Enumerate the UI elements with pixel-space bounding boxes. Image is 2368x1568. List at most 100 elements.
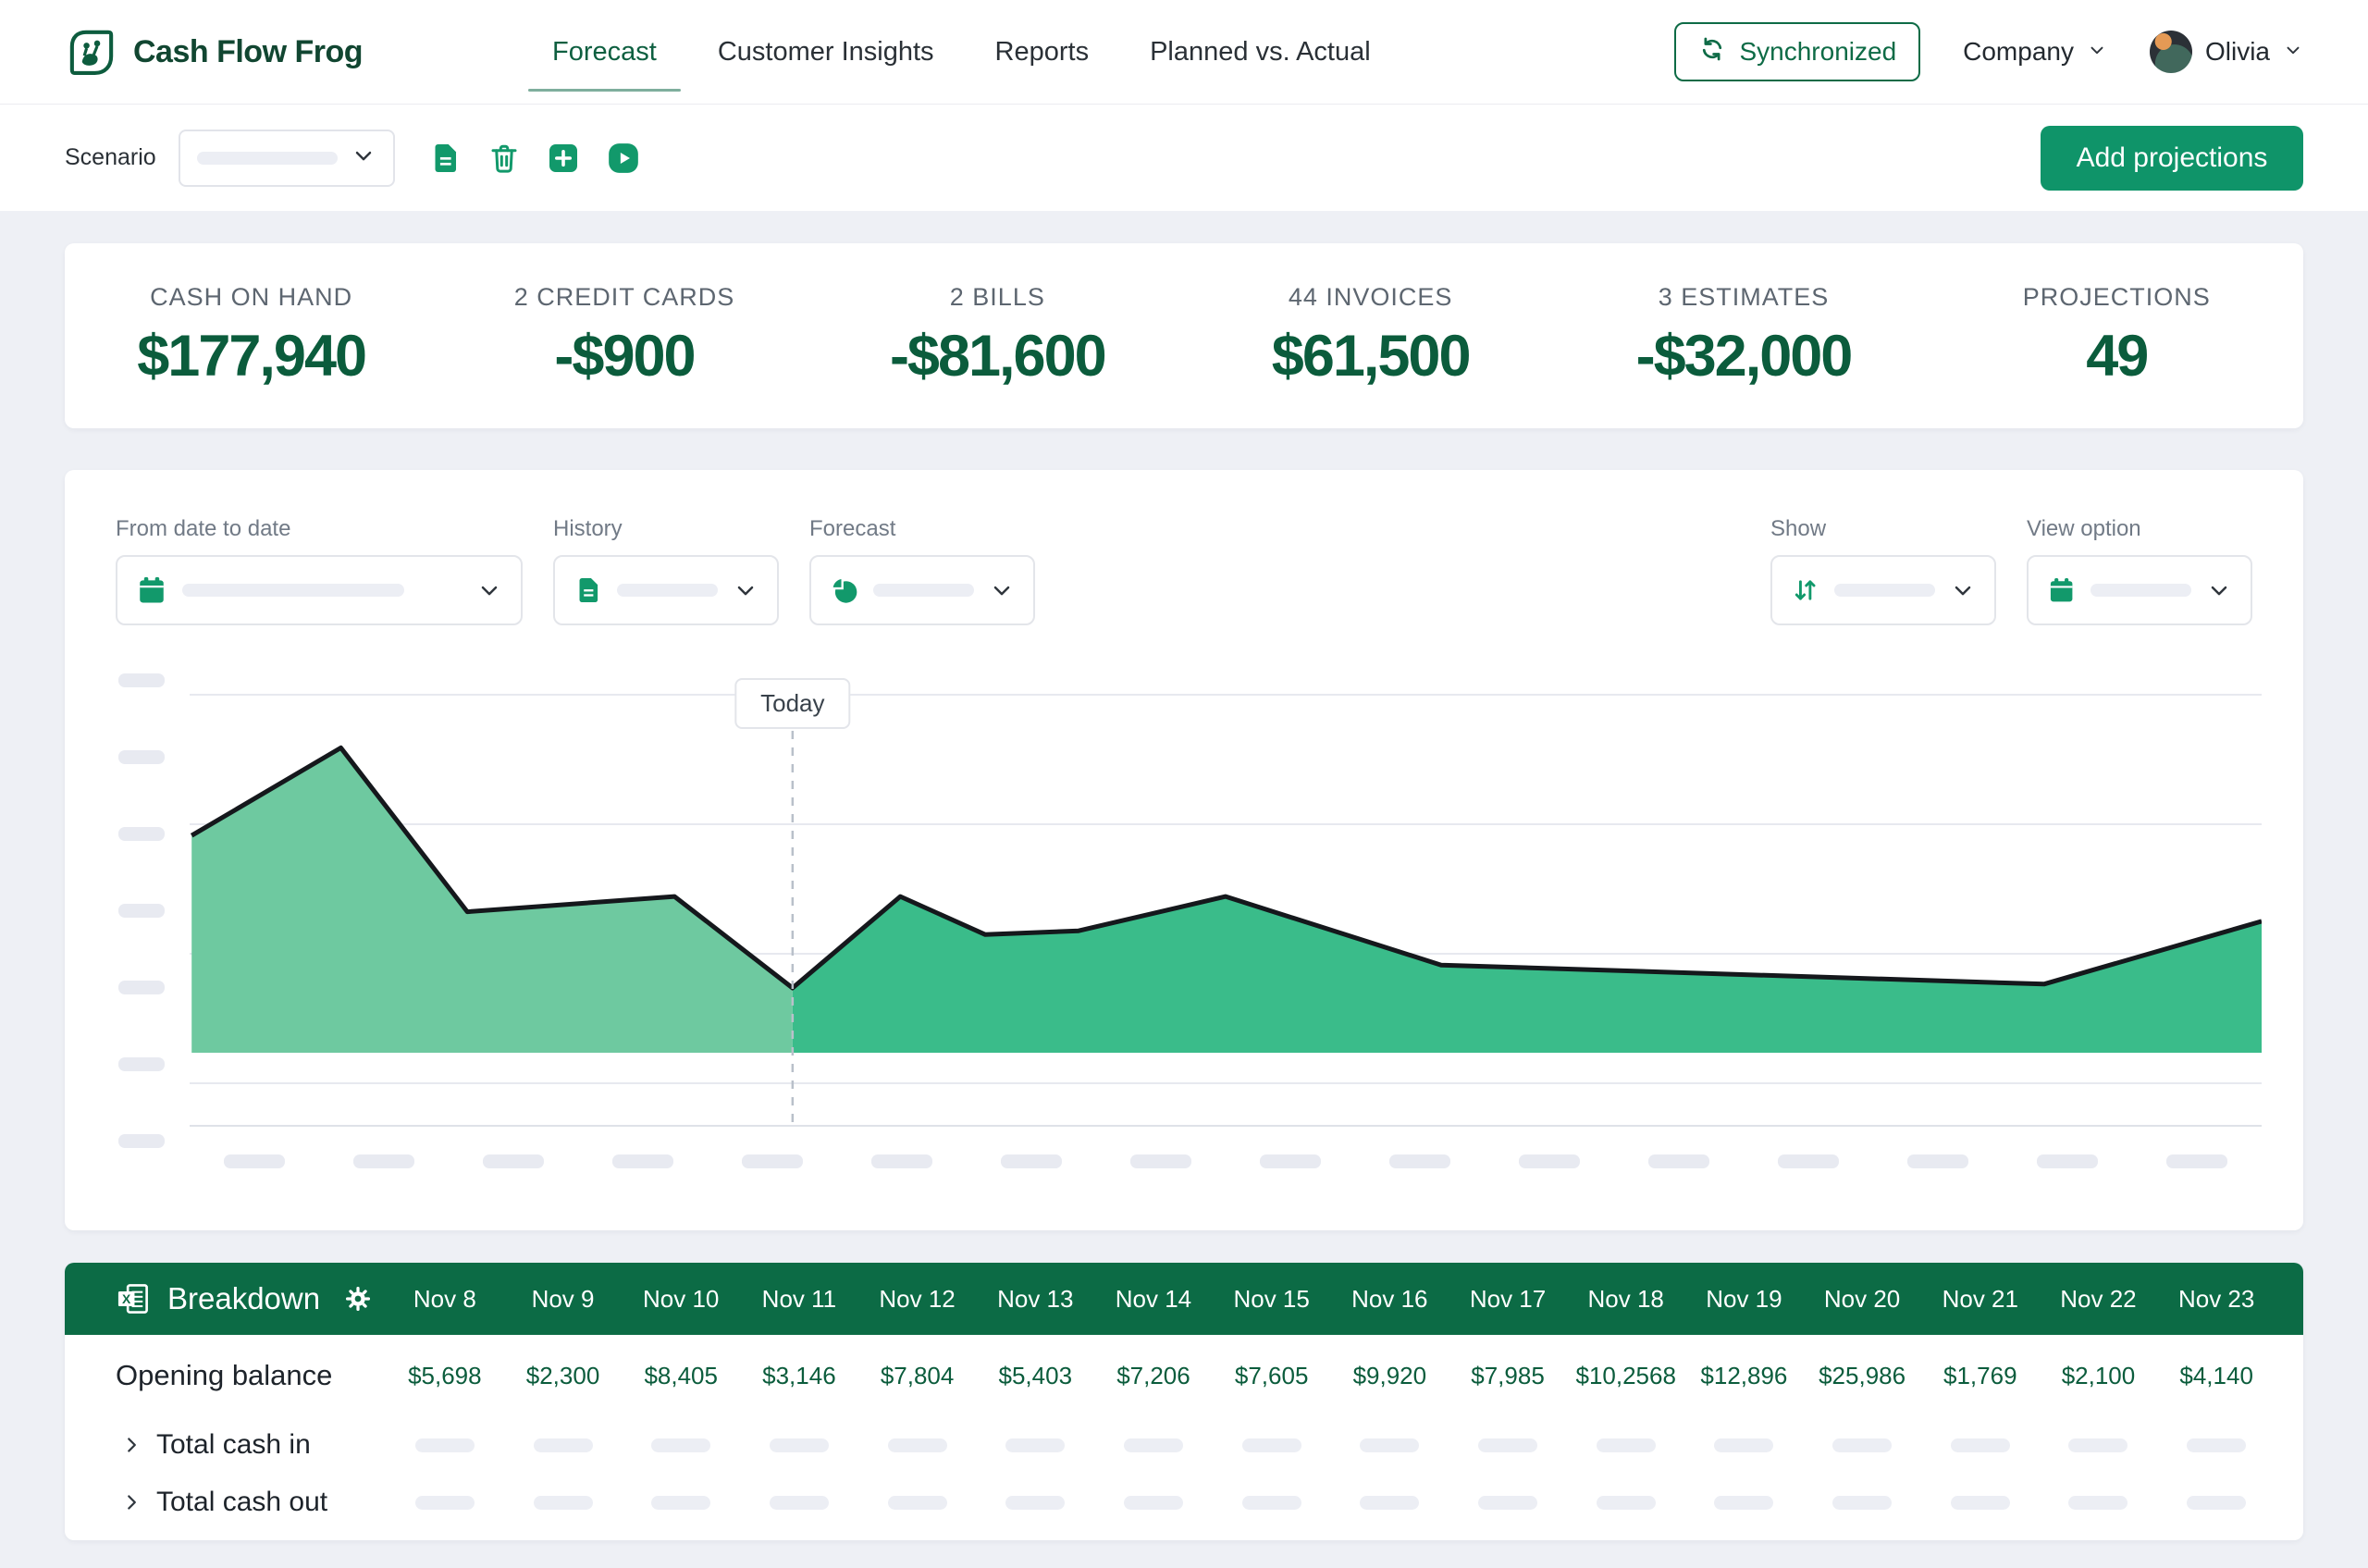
breakdown-table: X Breakdown Nov 8 Nov 9 Nov 10 Nov 11 Nov 12…: [65, 1263, 2303, 1540]
document-icon: [579, 577, 598, 603]
y-tick-placeholder: [118, 1057, 165, 1071]
x-tick-placeholder: [1001, 1154, 1062, 1168]
delete-scenario-button[interactable]: [487, 142, 521, 175]
stat-value: -$900: [554, 323, 696, 389]
excel-icon: X: [117, 1284, 148, 1314]
chevron-down-icon: [1955, 586, 1971, 596]
filter-label: History: [553, 516, 623, 541]
filter-label: View option: [2027, 516, 2141, 541]
cell-value: $8,405: [644, 1361, 718, 1389]
stat-value: $61,500: [1271, 323, 1472, 389]
chevron-right-icon: [128, 1438, 136, 1452]
chevron-down-icon: [993, 586, 1010, 596]
cell-placeholder: [858, 1438, 977, 1452]
chart-plot: Today: [190, 672, 2262, 1190]
y-tick-placeholder: [118, 981, 165, 994]
synchronized-button[interactable]: Synchronized: [1674, 22, 1921, 81]
company-dropdown[interactable]: Company: [1963, 37, 2107, 67]
filter-placeholder: [873, 584, 974, 597]
x-tick-placeholder: [224, 1154, 285, 1168]
column-nov-10: Nov 10: [643, 1284, 720, 1313]
cell-placeholder: [1803, 1495, 1921, 1510]
nav-tabs: Forecast Customer Insights Reports Planned …: [528, 0, 1371, 105]
filter-show-dropdown[interactable]: [1770, 555, 1996, 625]
scenario-label: Scenario: [65, 144, 156, 170]
scenario-file-button[interactable]: [428, 142, 462, 175]
balance-line: [190, 745, 2262, 991]
filter-history-dropdown[interactable]: [553, 555, 779, 625]
filter-from-date-to-date-dropdown[interactable]: [116, 555, 523, 625]
cell-placeholder: [1331, 1438, 1449, 1452]
x-tick-placeholder: [1130, 1154, 1191, 1168]
table-row-total-cash-in: Total cash in: [65, 1416, 2303, 1474]
row-label-cell[interactable]: Total cash in: [116, 1429, 386, 1461]
breakdown-settings-button[interactable]: [344, 1285, 372, 1313]
filter-forecast-dropdown[interactable]: [809, 555, 1035, 625]
y-tick-placeholder: [118, 1134, 165, 1148]
cell-placeholder: [976, 1495, 1094, 1510]
stat-value: -$81,600: [889, 323, 1107, 389]
today-marker: Today: [734, 678, 851, 729]
area-chart-svg: [190, 694, 2262, 1127]
add-projections-button[interactable]: Add projections: [2041, 125, 2303, 191]
user-menu[interactable]: Olivia: [2149, 31, 2303, 73]
row-label-cell[interactable]: Total cash out: [116, 1487, 386, 1518]
chevron-down-icon: [2087, 37, 2107, 67]
cell-placeholder: [740, 1438, 858, 1452]
stat-label: 2 CREDIT CARDS: [513, 282, 735, 311]
cell-placeholder: [1449, 1438, 1567, 1452]
x-tick-placeholder: [612, 1154, 673, 1168]
document-icon: [435, 143, 456, 172]
column-nov-22: Nov 22: [2060, 1284, 2137, 1313]
tab-customer-insights[interactable]: Customer Insights: [717, 36, 934, 67]
brand-logo[interactable]: Cash Flow Frog: [65, 25, 364, 79]
stat-label: 2 BILLS: [949, 282, 1045, 311]
user-name: Olivia: [2204, 37, 2270, 66]
cell-placeholder: [1685, 1438, 1804, 1452]
chevron-down-icon: [481, 586, 498, 596]
cell-placeholder: [2040, 1495, 2158, 1510]
cell-placeholder: [2157, 1438, 2276, 1452]
filter-label: Forecast: [809, 516, 896, 541]
x-tick-placeholder: [1519, 1154, 1580, 1168]
column-nov-8: Nov 8: [413, 1284, 476, 1313]
cell-placeholder: [386, 1438, 504, 1452]
x-tick-placeholder: [1907, 1154, 1968, 1168]
column-nov-18: Nov 18: [1587, 1284, 1664, 1313]
x-tick-placeholder: [1778, 1154, 1839, 1168]
y-tick-placeholder: [118, 904, 165, 918]
stat-2-credit-cards: 2 CREDIT CARDS -$900: [438, 283, 810, 389]
sync-icon: [1703, 37, 1722, 60]
x-tick-placeholder: [742, 1154, 803, 1168]
tab-planned-vs-actual[interactable]: Planned vs. Actual: [1150, 36, 1371, 67]
tab-forecast[interactable]: Forecast: [528, 0, 681, 105]
scenario-select[interactable]: [178, 129, 395, 187]
y-tick-placeholder: [118, 673, 165, 687]
cell-value: $12,896: [1700, 1361, 1788, 1389]
chevron-down-icon: [2287, 46, 2300, 55]
cell-placeholder: [1921, 1495, 2040, 1510]
tab-reports[interactable]: Reports: [994, 36, 1090, 67]
chevron-right-icon: [128, 1495, 136, 1510]
cell-placeholder: [622, 1495, 740, 1510]
chevron-down-icon: [2211, 586, 2227, 596]
stat-value: $177,940: [137, 323, 367, 389]
filter-view-option-dropdown[interactable]: [2027, 555, 2252, 625]
y-tick-placeholder: [118, 750, 165, 764]
chevron-down-icon: [737, 586, 754, 596]
cell-placeholder: [504, 1495, 623, 1510]
stat-3-estimates: 3 ESTIMATES -$32,000: [1557, 283, 1930, 389]
column-nov-9: Nov 9: [531, 1284, 595, 1313]
chevron-down-icon: [2283, 37, 2303, 67]
main-content: CASH ON HAND $177,940 2 CREDIT CARDS -$9…: [0, 243, 2368, 1540]
calendar-icon: [2050, 577, 2073, 602]
scenario-video-button[interactable]: [606, 141, 641, 176]
add-scenario-button[interactable]: [547, 142, 580, 175]
sync-label: Synchronized: [1739, 37, 1897, 66]
cell-placeholder: [1094, 1438, 1213, 1452]
row-label: Total cash in: [156, 1429, 311, 1460]
cell-placeholder: [1213, 1495, 1331, 1510]
cell-placeholder: [1567, 1438, 1685, 1452]
x-axis-placeholder-ticks: [190, 1154, 2262, 1168]
filter-placeholder: [182, 584, 404, 597]
